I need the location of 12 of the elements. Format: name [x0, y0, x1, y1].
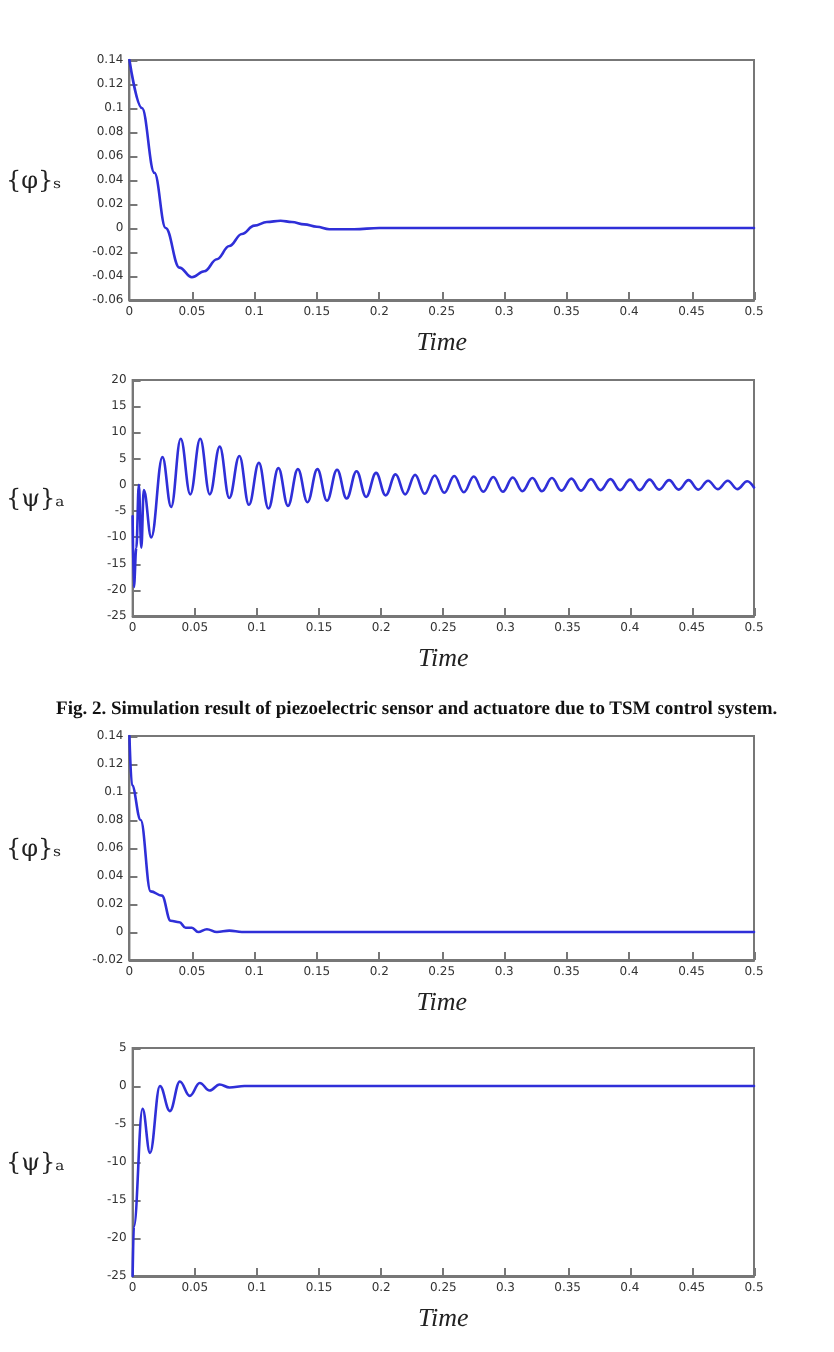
x-axis-title: Time — [416, 326, 468, 356]
caption: Fig. 2. Simulation result of piezoelectric sensor and actuatore due to TSM control system. — [56, 700, 778, 720]
line-series — [128, 734, 756, 934]
line-series — [131, 437, 756, 589]
x-axis-title: Time — [418, 1302, 470, 1332]
y-axis-title: {ψ}ₐ — [5, 1148, 66, 1176]
y-axis-title: {φ}ₛ — [5, 166, 62, 194]
y-axis-title: {ψ}ₐ — [5, 484, 66, 512]
x-axis-title: Time — [416, 986, 468, 1016]
line-series — [128, 58, 756, 279]
y-axis-title: {φ}ₛ — [5, 834, 62, 862]
x-axis-title: Time — [418, 642, 470, 672]
